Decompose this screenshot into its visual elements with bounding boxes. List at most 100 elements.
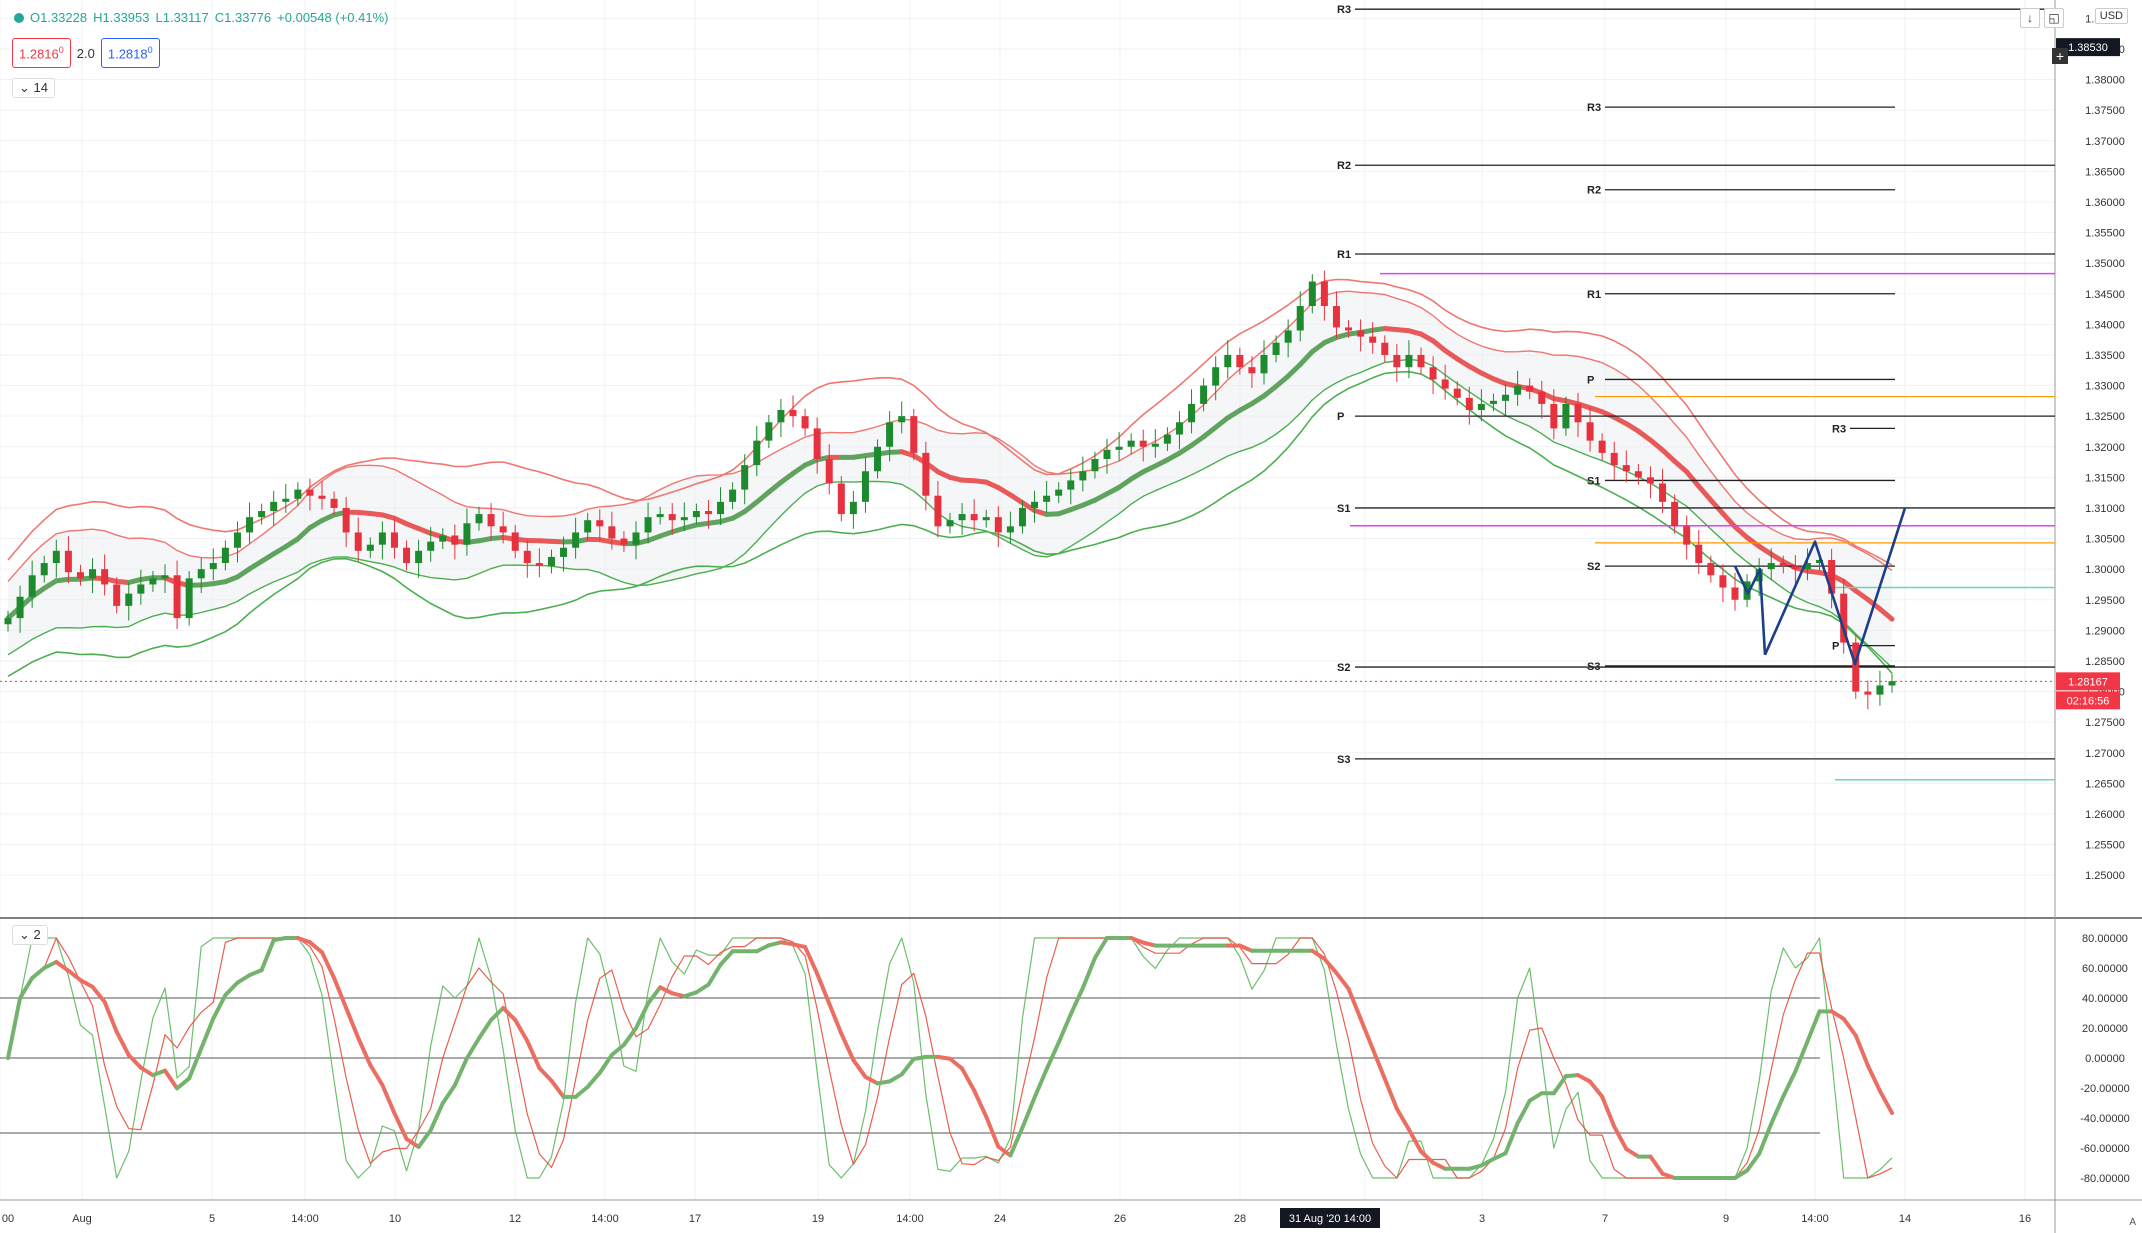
candle-body — [185, 578, 193, 619]
candle-body — [1791, 566, 1799, 570]
candle-body — [874, 446, 882, 472]
time-tick-label: 14:00 — [291, 1213, 319, 1225]
price-tick-label: 1.36000 — [2085, 197, 2125, 209]
price-tick-label: 1.26000 — [2085, 809, 2125, 821]
osc-signal-segment — [706, 962, 723, 987]
bid-ask-panel: 1.28160 2.0 1.28180 — [12, 38, 160, 69]
osc-signal-segment — [126, 1053, 143, 1070]
crosshair-time-tag — [1280, 1208, 1380, 1228]
basis-segment — [742, 499, 760, 515]
candle-body — [1538, 391, 1546, 404]
osc-signal-segment — [271, 936, 288, 943]
pivot-label: P — [1832, 641, 1839, 653]
candle-body — [1465, 397, 1473, 411]
candle-body — [511, 532, 519, 551]
candle-body — [113, 584, 121, 606]
osc-signal-segment — [948, 1056, 965, 1071]
basis-segment — [1309, 340, 1327, 355]
price-tick-label: 1.30500 — [2085, 534, 2125, 546]
candle-body — [1043, 495, 1051, 502]
sell-button[interactable]: 1.28160 — [12, 38, 71, 69]
candle-body — [1308, 281, 1316, 306]
candle-body — [161, 575, 169, 579]
osc-signal-segment — [380, 1083, 397, 1116]
basis-segment — [1732, 524, 1750, 540]
osc-signal-segment — [621, 1026, 638, 1047]
candle-body — [1803, 563, 1811, 570]
pivot-label: S2 — [1337, 662, 1350, 674]
price-tick-label: 1.35000 — [2085, 258, 2125, 270]
candle-body — [825, 459, 833, 484]
osc-signal-segment — [778, 940, 795, 947]
osc-signal-segment — [1600, 1094, 1617, 1129]
price-tick-label: 1.30000 — [2085, 564, 2125, 576]
maximize-icon[interactable]: ◱ — [2044, 8, 2064, 28]
osc-signal-segment — [682, 990, 699, 999]
indicator-collapse-toggle[interactable]: ⌄ 14 — [12, 78, 55, 98]
price-tick-label: 1.25000 — [2085, 870, 2125, 882]
osc-tick-label: -80.00000 — [2080, 1173, 2130, 1185]
time-tick-label: 14:00 — [1801, 1213, 1829, 1225]
last-price-tag — [2056, 672, 2120, 691]
candle-body — [1840, 593, 1848, 643]
candle-body — [1779, 563, 1787, 567]
pivot-label: S2 — [1587, 561, 1600, 573]
candle-body — [1852, 642, 1860, 692]
osc-signal-segment — [1491, 1151, 1508, 1162]
osc-signal-segment — [1092, 936, 1109, 960]
osc-tick-label: 40.00000 — [2082, 993, 2128, 1005]
scroll-down-button[interactable]: ↓ — [2020, 8, 2040, 28]
candle-body — [1622, 465, 1630, 472]
candle-body — [1526, 385, 1534, 392]
candle-body — [306, 489, 314, 496]
candle-body — [656, 514, 664, 518]
osc-signal-segment — [718, 949, 735, 967]
oscillator-collapse-toggle[interactable]: ⌄ 2 — [12, 925, 48, 945]
legend-open: O1.33228 — [30, 10, 88, 25]
time-tick-label: 9 — [1723, 1213, 1729, 1225]
legend-close: C1.33776 — [214, 10, 272, 25]
osc-signal-segment — [1032, 1067, 1049, 1100]
osc-signal-segment — [1358, 1016, 1375, 1051]
countdown-tag — [2056, 691, 2120, 710]
candle-body — [1320, 281, 1328, 306]
candle-body — [837, 483, 845, 515]
osc-signal-segment — [766, 940, 783, 948]
osc-signal-segment — [887, 1072, 904, 1084]
candle-body — [1296, 306, 1304, 331]
candle-body — [101, 569, 109, 585]
candle-body — [547, 556, 555, 567]
candle-body — [366, 544, 374, 551]
osc-signal-segment — [114, 1029, 131, 1058]
candle-body — [403, 547, 411, 564]
candle-body — [64, 550, 72, 573]
candle-body — [1079, 471, 1087, 481]
auto-scale-button[interactable]: A — [2129, 1217, 2136, 1228]
candle-body — [982, 517, 990, 521]
candle-body — [560, 547, 568, 557]
osc-signal-segment — [996, 1144, 1013, 1158]
osc-signal-segment — [803, 944, 820, 976]
candle-body — [415, 550, 423, 564]
osc-tick-label: 20.00000 — [2082, 1023, 2128, 1035]
candle-body — [692, 511, 700, 518]
osc-tick-label: -40.00000 — [2080, 1113, 2130, 1125]
time-tick-label: 00 — [2, 1213, 14, 1225]
time-tick-label: 14:00 — [591, 1213, 619, 1225]
osc-signal-segment — [1515, 1098, 1532, 1126]
candle-body — [1562, 403, 1570, 429]
candle-body — [1671, 501, 1679, 527]
buy-button[interactable]: 1.28180 — [100, 38, 160, 69]
add-plus-icon[interactable]: + — [2052, 48, 2068, 64]
candle-body — [1224, 354, 1232, 368]
candle-body — [1369, 336, 1377, 343]
countdown-value: 02:16:56 — [2067, 695, 2110, 707]
currency-label[interactable]: USD — [2094, 8, 2128, 24]
candle-body — [1550, 403, 1558, 429]
candle-body — [258, 511, 266, 518]
zigzag-pattern — [1763, 507, 1907, 666]
osc-signal-segment — [1406, 1127, 1423, 1154]
candle-body — [680, 517, 688, 521]
candle-body — [1574, 403, 1582, 423]
